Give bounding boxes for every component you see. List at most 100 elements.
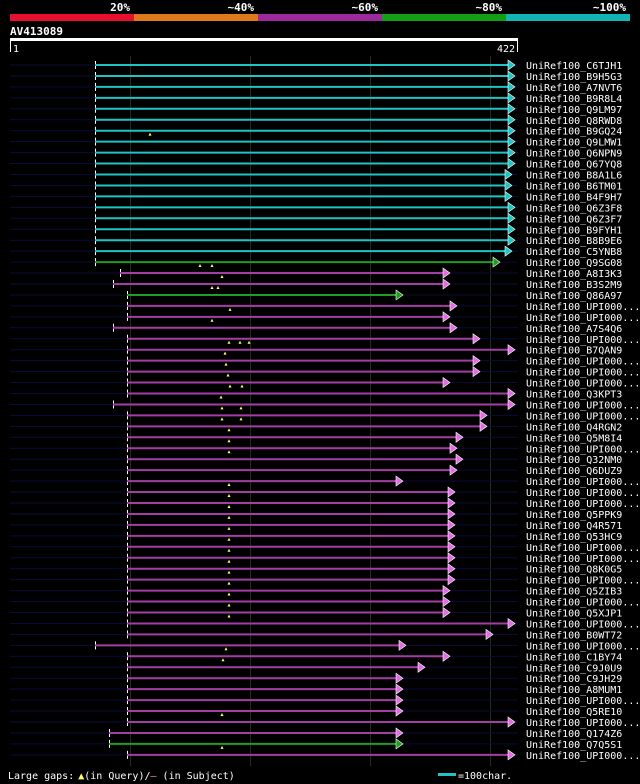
hit-row[interactable]: UniRef100_UPI000... <box>10 548 640 565</box>
hit-row[interactable]: UniRef100_UPI000... <box>10 307 640 324</box>
hit-row[interactable]: UniRef100_B9GQ24 <box>10 125 622 138</box>
hit-label[interactable]: UniRef100_UPI000... <box>526 576 640 587</box>
hit-label[interactable]: UniRef100_UPI000... <box>526 499 640 510</box>
hit-label[interactable]: UniRef100_Q86A97 <box>526 291 622 302</box>
hit-row[interactable]: UniRef100_UPI000... <box>10 592 640 609</box>
hit-row[interactable]: UniRef100_Q86A97 <box>10 285 622 302</box>
hit-label[interactable]: UniRef100_UPI000... <box>526 641 640 652</box>
hit-label[interactable]: UniRef100_Q5RE10 <box>526 707 622 718</box>
hit-row[interactable]: UniRef100_Q9LMW1 <box>10 132 622 149</box>
hit-label[interactable]: UniRef100_B8A1L6 <box>526 171 622 182</box>
hit-label[interactable]: UniRef100_A8I3K3 <box>526 269 622 280</box>
hit-row[interactable]: UniRef100_Q53HC9 <box>10 526 622 543</box>
hit-label[interactable]: UniRef100_Q9LMW1 <box>526 138 622 149</box>
hit-label[interactable]: UniRef100_Q6DUZ9 <box>526 466 622 477</box>
hit-row[interactable]: UniRef100_UPI000... <box>10 713 640 729</box>
hit-row[interactable]: UniRef100_Q9LM97 <box>10 103 622 116</box>
hit-label[interactable]: UniRef100_B3S2M9 <box>526 280 622 291</box>
hit-label[interactable]: UniRef100_Q5PPK9 <box>526 510 622 521</box>
hit-row[interactable]: UniRef100_Q7Q5S1 <box>10 738 622 751</box>
hit-row[interactable]: UniRef100_B4F9H7 <box>10 190 622 203</box>
hit-row[interactable]: UniRef100_UPI000... <box>10 639 640 652</box>
hit-row[interactable]: UniRef100_UPI000... <box>10 362 640 379</box>
hit-label[interactable]: UniRef100_Q5ZIB3 <box>526 587 622 598</box>
hit-row[interactable]: UniRef100_UPI000... <box>10 395 640 411</box>
hit-label[interactable]: UniRef100_A7S4Q6 <box>526 324 622 335</box>
hit-row[interactable]: UniRef100_Q174Z6 <box>10 727 622 740</box>
hit-row[interactable]: UniRef100_C9JH29 <box>10 672 622 685</box>
hit-row[interactable]: UniRef100_Q5RE10 <box>10 705 622 718</box>
hit-label[interactable]: UniRef100_UPI000... <box>526 302 640 313</box>
hit-label[interactable]: UniRef100_UPI000... <box>526 411 640 422</box>
hit-row[interactable]: UniRef100_Q5M8I4 <box>10 428 622 444</box>
hit-row[interactable]: UniRef100_UPI000... <box>10 570 640 587</box>
hit-row[interactable]: UniRef100_UPI000... <box>10 494 640 510</box>
hit-label[interactable]: UniRef100_A7NVT6 <box>526 83 622 94</box>
hit-label[interactable]: UniRef100_UPI000... <box>526 696 640 707</box>
hit-row[interactable]: UniRef100_UPI000... <box>10 694 640 707</box>
hit-label[interactable]: UniRef100_A8MUM1 <box>526 685 622 696</box>
hit-label[interactable]: UniRef100_Q8K0G5 <box>526 565 622 576</box>
hit-row[interactable]: UniRef100_B9R8L4 <box>10 92 622 105</box>
hit-label[interactable]: UniRef100_B9FYH1 <box>526 225 622 236</box>
hit-label[interactable]: UniRef100_C5YNB8 <box>526 247 622 258</box>
hit-label[interactable]: UniRef100_Q174Z6 <box>526 729 622 740</box>
hit-row[interactable]: UniRef100_B9FYH1 <box>10 223 622 236</box>
hit-label[interactable]: UniRef100_UPI000... <box>526 379 640 390</box>
hit-row[interactable]: UniRef100_A8I3K3 <box>10 264 622 280</box>
hit-label[interactable]: UniRef100_C6TJH1 <box>526 61 622 72</box>
hit-label[interactable]: UniRef100_B0WT72 <box>526 630 622 641</box>
hit-label[interactable]: UniRef100_B4F9H7 <box>526 192 622 203</box>
hit-row[interactable]: UniRef100_Q6Z3F8 <box>10 201 622 214</box>
hit-row[interactable]: UniRef100_Q6NPN9 <box>10 147 622 160</box>
hit-label[interactable]: UniRef100_Q32NM0 <box>526 455 622 466</box>
hit-row[interactable]: UniRef100_UPI000... <box>10 614 640 630</box>
hit-label[interactable]: UniRef100_Q7Q5S1 <box>526 740 622 751</box>
hit-row[interactable]: UniRef100_UPI000... <box>10 537 640 554</box>
hit-label[interactable]: UniRef100_UPI000... <box>526 357 640 368</box>
hit-label[interactable]: UniRef100_UPI000... <box>526 400 640 411</box>
hit-row[interactable]: UniRef100_C9J0U9 <box>10 658 622 674</box>
hit-label[interactable]: UniRef100_Q67YQ8 <box>526 160 622 171</box>
hit-row[interactable]: UniRef100_Q3KPT3 <box>10 384 622 401</box>
hit-label[interactable]: UniRef100_UPI000... <box>526 598 640 609</box>
hit-row[interactable]: UniRef100_Q8RWD8 <box>10 114 622 127</box>
hit-label[interactable]: UniRef100_B8B9E6 <box>526 236 622 247</box>
hit-row[interactable]: UniRef100_B8A1L6 <box>10 168 622 182</box>
hit-row[interactable]: UniRef100_B7QAN9 <box>10 340 622 357</box>
hit-label[interactable]: UniRef100_Q53HC9 <box>526 532 622 543</box>
hit-row[interactable]: UniRef100_Q5PPK9 <box>10 504 622 521</box>
hit-row[interactable]: UniRef100_Q32NM0 <box>10 450 622 466</box>
hit-row[interactable]: UniRef100_Q5ZIB3 <box>10 581 622 598</box>
hit-row[interactable]: UniRef100_C1BY74 <box>10 647 622 663</box>
hit-row[interactable]: UniRef100_Q6Z3F7 <box>10 212 622 225</box>
hit-label[interactable]: UniRef100_C1BY74 <box>526 652 622 663</box>
hit-label[interactable]: UniRef100_C9JH29 <box>526 674 622 685</box>
hit-row[interactable]: UniRef100_UPI000... <box>10 351 640 368</box>
hit-row[interactable]: UniRef100_A7NVT6 <box>10 81 622 94</box>
hit-label[interactable]: UniRef100_B9H5G3 <box>526 72 622 83</box>
hit-row[interactable]: UniRef100_Q8K0G5 <box>10 559 622 576</box>
hit-row[interactable]: UniRef100_UPI000... <box>10 439 640 455</box>
hit-label[interactable]: UniRef100_Q8RWD8 <box>526 116 622 127</box>
hit-label[interactable]: UniRef100_B9GQ24 <box>526 127 622 138</box>
hit-label[interactable]: UniRef100_UPI000... <box>526 718 640 729</box>
hit-label[interactable]: UniRef100_UPI000... <box>526 751 640 762</box>
hit-label[interactable]: UniRef100_UPI000... <box>526 554 640 565</box>
hit-label[interactable]: UniRef100_Q6Z3F7 <box>526 214 622 225</box>
hit-label[interactable]: UniRef100_Q5XJP1 <box>526 609 622 620</box>
hit-row[interactable]: UniRef100_A8MUM1 <box>10 683 622 696</box>
hit-row[interactable]: UniRef100_C5YNB8 <box>10 245 622 258</box>
hit-row[interactable]: UniRef100_UPI000... <box>10 300 640 313</box>
hit-row[interactable]: UniRef100_C6TJH1 <box>10 59 622 72</box>
hit-row[interactable]: UniRef100_UPI000... <box>10 373 640 390</box>
hit-row[interactable]: UniRef100_UPI000... <box>10 333 640 346</box>
hit-row[interactable]: UniRef100_UPI000... <box>10 745 640 762</box>
hit-label[interactable]: UniRef100_UPI000... <box>526 313 640 324</box>
hit-row[interactable]: UniRef100_Q4R571 <box>10 515 622 532</box>
hit-label[interactable]: UniRef100_Q9LM97 <box>526 105 622 116</box>
hit-label[interactable]: UniRef100_Q4RGN2 <box>526 422 622 433</box>
hit-label[interactable]: UniRef100_UPI000... <box>526 619 640 630</box>
hit-label[interactable]: UniRef100_UPI000... <box>526 488 640 499</box>
hit-row[interactable]: UniRef100_Q4RGN2 <box>10 417 622 433</box>
